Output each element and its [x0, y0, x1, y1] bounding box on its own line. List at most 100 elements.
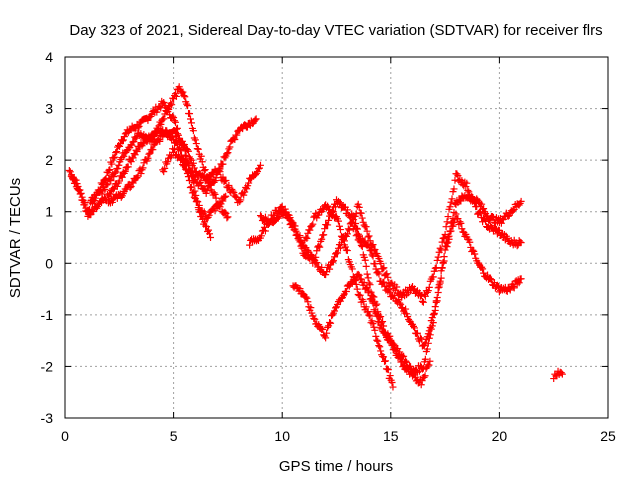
data-point: [510, 284, 518, 292]
data-point: [200, 167, 208, 175]
data-point: [442, 223, 450, 231]
data-point: [127, 183, 135, 191]
data-point: [261, 213, 269, 221]
data-point: [222, 192, 230, 200]
data-point: [128, 141, 136, 149]
data-point: [381, 357, 389, 365]
data-point: [444, 238, 452, 246]
data-point: [431, 306, 439, 314]
data-point: [101, 186, 109, 194]
data-point: [357, 275, 365, 283]
data-point: [322, 271, 330, 279]
data-point: [251, 116, 259, 124]
data-point: [457, 219, 465, 227]
data-point: [351, 277, 359, 285]
data-point: [446, 203, 454, 211]
data-point: [410, 322, 418, 330]
data-point: [417, 291, 425, 299]
data-point: [396, 299, 404, 307]
axis-tick-labels: 0 5 10 15 20 25 -3 -2 -1 0 1 2 3 4: [41, 49, 616, 444]
data-point: [321, 225, 329, 233]
data-point: [236, 198, 244, 206]
data-point: [115, 177, 123, 185]
data-point: [188, 189, 196, 197]
data-point: [111, 153, 119, 161]
y-tick-label: -2: [41, 358, 54, 374]
data-point: [432, 264, 440, 272]
data-point: [112, 168, 120, 176]
data-point: [360, 279, 368, 287]
data-point: [373, 300, 381, 308]
data-point: [127, 158, 135, 166]
data-point: [450, 219, 458, 227]
data-point: [488, 223, 496, 231]
data-point: [557, 369, 565, 377]
data-point: [388, 339, 396, 347]
data-point: [509, 206, 517, 214]
data-point: [243, 185, 251, 193]
data-point: [449, 222, 457, 230]
data-point: [149, 146, 157, 154]
data-point: [350, 216, 358, 224]
data-point: [257, 232, 265, 240]
data-point: [386, 372, 394, 380]
data-point: [479, 265, 487, 273]
data-point: [335, 222, 343, 230]
data-point: [353, 285, 361, 293]
data-point: [517, 275, 525, 283]
data-point: [469, 246, 477, 254]
data-point: [388, 379, 396, 387]
y-tick-label: 1: [45, 204, 53, 220]
data-point: [302, 233, 310, 241]
data-point: [221, 208, 229, 216]
data-point: [433, 294, 441, 302]
data-point: [164, 158, 172, 166]
data-point: [110, 173, 118, 181]
data-point: [205, 226, 213, 234]
data-point: [421, 292, 429, 300]
data-point: [104, 180, 112, 188]
data-point: [161, 164, 169, 172]
data-point: [315, 242, 323, 250]
data-point: [180, 92, 188, 100]
data-point: [177, 147, 185, 155]
data-point: [380, 353, 388, 361]
data-point: [425, 334, 433, 342]
data-point: [484, 271, 492, 279]
data-point: [424, 287, 432, 295]
data-point: [184, 173, 192, 181]
data-point: [280, 208, 288, 216]
data-point: [330, 208, 338, 216]
data-point: [310, 213, 318, 221]
data-point: [457, 197, 465, 205]
chart-title: Day 323 of 2021, Sidereal Day-to-day VTE…: [69, 22, 602, 39]
data-point: [115, 161, 123, 169]
data-point: [106, 166, 114, 174]
data-point: [207, 173, 215, 181]
data-point: [303, 294, 311, 302]
data-point: [285, 215, 293, 223]
data-point: [336, 226, 344, 234]
data-point: [316, 243, 324, 251]
data-point: [379, 265, 387, 273]
data-point: [494, 282, 502, 290]
data-point: [226, 143, 234, 151]
data-point: [427, 325, 435, 333]
data-point: [336, 199, 344, 207]
data-point: [211, 165, 219, 173]
data-point: [384, 273, 392, 281]
data-point: [112, 149, 120, 157]
data-point: [437, 274, 445, 282]
data-point: [202, 189, 210, 197]
data-point: [334, 217, 342, 225]
data-point: [303, 234, 311, 242]
data-point: [187, 183, 195, 191]
data-point: [353, 225, 361, 233]
data-point: [224, 149, 232, 157]
data-point: [372, 301, 380, 309]
data-point: [432, 297, 440, 305]
data-point: [363, 227, 371, 235]
data-point: [367, 247, 375, 255]
data-point: [398, 304, 406, 312]
data-point: [198, 158, 206, 166]
